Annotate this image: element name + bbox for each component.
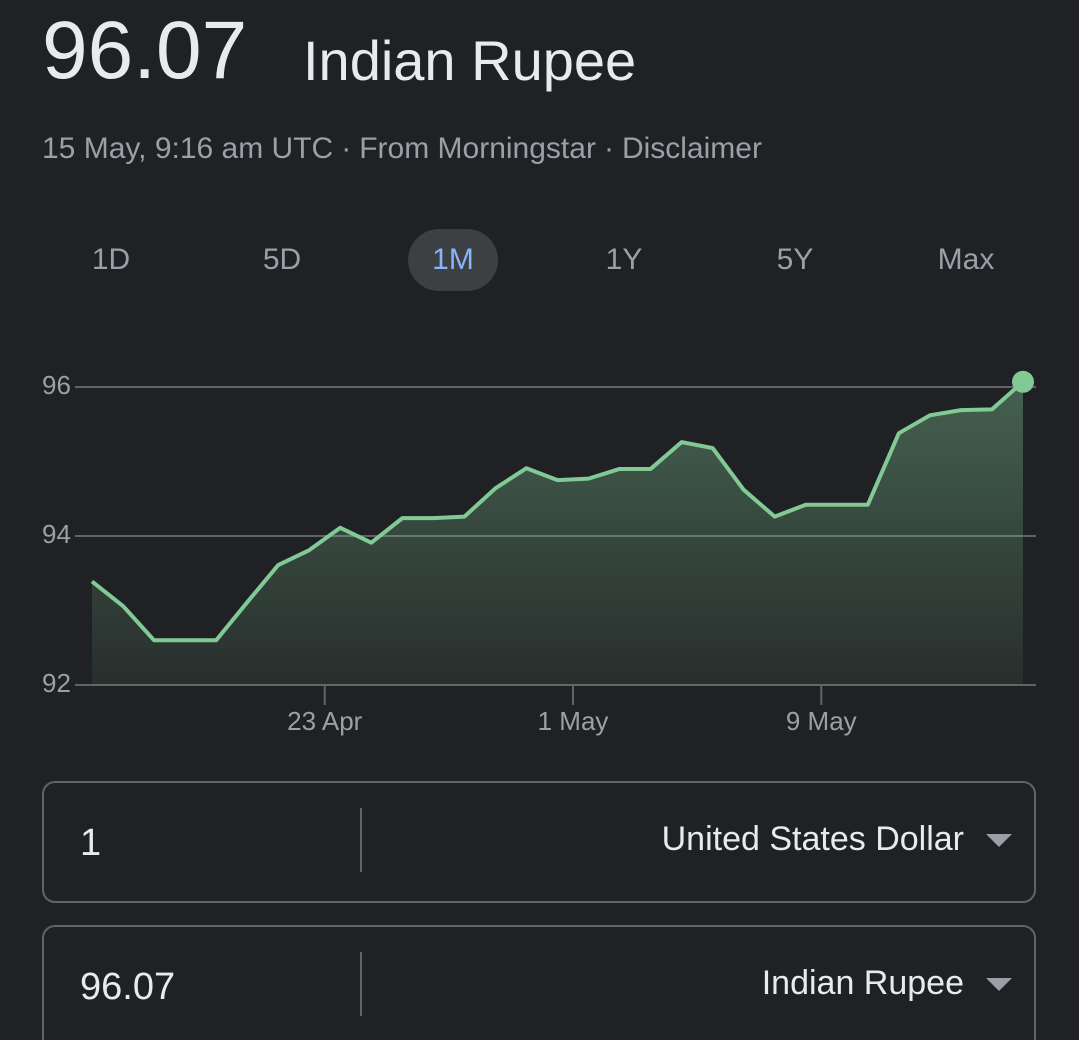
x-tick-label: 9 May [786, 706, 857, 736]
currency-name: Indian Rupee [303, 29, 636, 92]
range-tab[interactable]: 5D [263, 243, 301, 276]
source: From Morningstar [359, 132, 596, 165]
tab-highlight [408, 229, 498, 291]
x-tick-label: 1 May [538, 706, 609, 736]
from-currency[interactable]: United States Dollar [662, 820, 964, 858]
subtitle: 15 May, 9:16 am UTC · From Morningstar · Dis… [42, 132, 762, 165]
range-tab[interactable]: 1M [432, 243, 474, 276]
separator: · [341, 132, 351, 165]
area-fill [92, 381, 1023, 685]
disclaimer-link[interactable]: Disclaimer [622, 132, 762, 165]
range-tab[interactable]: Max [938, 243, 995, 276]
range-tab[interactable]: 1D [92, 243, 130, 276]
chart: 92 94 96 23 Apr 1 May 9 May [42, 370, 1036, 736]
to-amount[interactable]: 96.07 [80, 966, 175, 1008]
to-currency[interactable]: Indian Rupee [762, 964, 964, 1002]
timestamp: 15 May, 9:16 am UTC [42, 132, 333, 165]
from-amount[interactable]: 1 [80, 822, 101, 864]
rate-value: 96.07 [42, 5, 247, 96]
range-tab[interactable]: 1Y [606, 243, 643, 276]
y-tick-label: 96 [42, 370, 71, 400]
price-line [90, 380, 1025, 643]
range-tab[interactable]: 5Y [777, 243, 814, 276]
y-tick-label: 94 [42, 519, 71, 549]
converter: 1 United States Dollar 96.07 Indian Rupe… [42, 781, 1036, 1040]
range-tabs: 1D 5D 1M 1Y 5Y Max [92, 229, 995, 291]
from-box [42, 781, 1036, 903]
x-tick-label: 23 Apr [287, 706, 363, 736]
dropdown-arrow[interactable] [986, 978, 1012, 991]
dropdown-arrow[interactable] [986, 834, 1012, 847]
endpoint-dot [1012, 370, 1034, 393]
separator: · [604, 132, 614, 165]
to-box [42, 925, 1036, 1040]
y-tick-label: 92 [42, 668, 71, 698]
